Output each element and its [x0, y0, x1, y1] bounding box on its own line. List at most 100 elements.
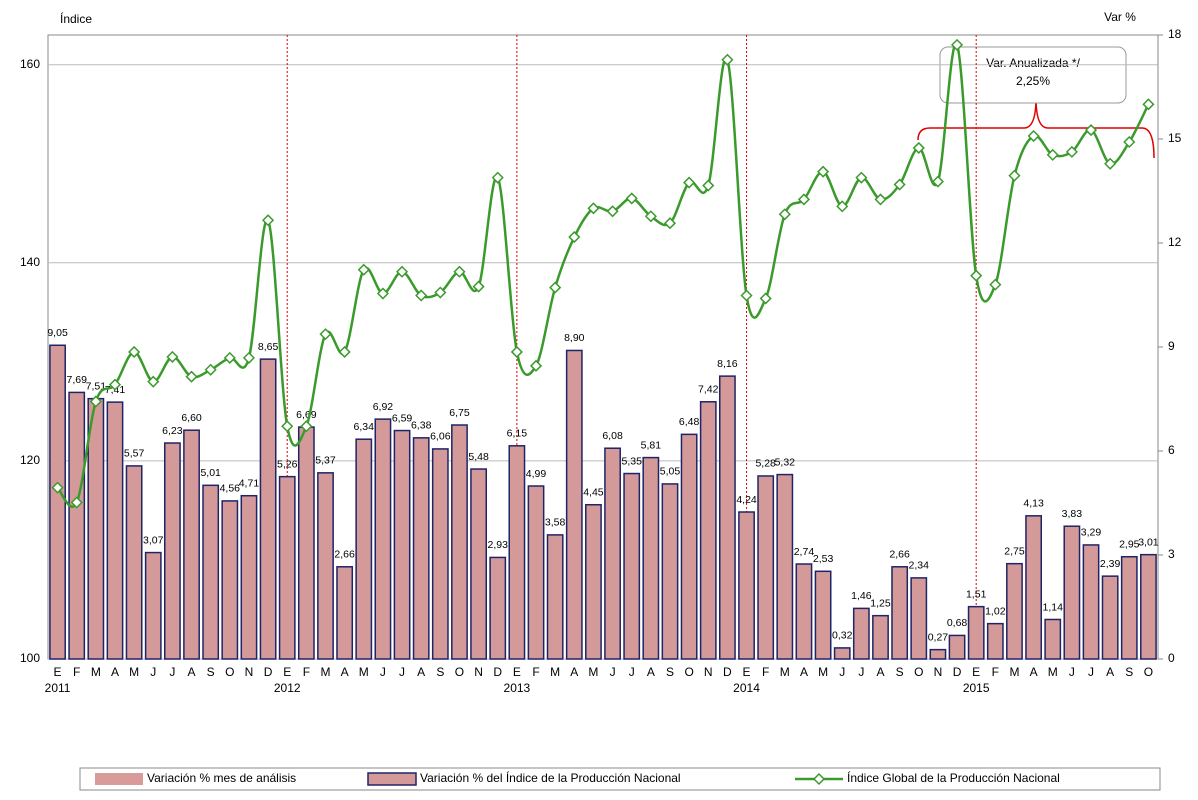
marker	[472, 280, 485, 293]
bar	[565, 349, 583, 660]
data-label: 4,56	[220, 483, 241, 495]
marker	[51, 481, 64, 494]
marker	[376, 287, 389, 300]
bar	[125, 465, 143, 660]
x-tick-label: D	[953, 665, 962, 679]
x-tick-label: S	[896, 665, 904, 679]
data-label: 2,66	[889, 549, 910, 561]
marker	[740, 289, 753, 302]
data-label: 0,32	[832, 630, 853, 642]
bar	[1063, 525, 1081, 660]
bar	[221, 500, 239, 660]
data-label: 9,05	[47, 327, 68, 339]
bar	[49, 344, 66, 660]
bar	[106, 401, 124, 660]
bar	[642, 456, 660, 660]
x-tick-label: M	[1048, 665, 1058, 679]
data-label: 6,75	[449, 407, 470, 419]
marker	[1008, 169, 1021, 182]
x-tick-label: S	[207, 665, 215, 679]
x-tick-label: J	[1069, 665, 1075, 679]
x-tick-label: S	[666, 665, 674, 679]
bar	[604, 447, 621, 660]
bar	[872, 614, 889, 660]
marker	[357, 263, 370, 276]
bar	[833, 647, 851, 660]
data-label: 1,51	[966, 588, 987, 600]
marker	[1027, 129, 1040, 143]
x-tick-label: S	[1125, 665, 1133, 679]
data-label: 6,08	[602, 430, 623, 442]
x-tick-label: M	[550, 665, 560, 679]
x-tick-label: M	[91, 665, 101, 679]
x-tick-label: M	[359, 665, 369, 679]
x-tick-label: F	[73, 665, 80, 679]
bar	[718, 375, 736, 660]
annotation: 2,25%	[1016, 74, 1050, 88]
x-tick-label: D	[723, 665, 732, 679]
marker	[950, 38, 964, 51]
x-tick-label: F	[303, 665, 310, 679]
marker	[89, 395, 102, 408]
bar	[1120, 555, 1138, 660]
marker	[1046, 148, 1059, 161]
data-label: 6,15	[507, 428, 528, 440]
y2-tick-label: 3	[1168, 547, 1175, 561]
marker	[759, 292, 772, 305]
data-label: 7,51	[86, 380, 107, 392]
y2-axis-label: Var %	[1104, 10, 1136, 24]
x-tick-label: E	[54, 665, 62, 679]
x-tick-label: J	[380, 665, 386, 679]
marker	[415, 289, 428, 302]
bar	[585, 503, 602, 660]
bar	[87, 397, 105, 660]
bar	[489, 556, 507, 660]
x-tick-label: J	[150, 665, 156, 679]
bar	[393, 429, 411, 660]
marker	[836, 200, 849, 213]
bar	[1044, 618, 1062, 660]
marker	[989, 278, 1002, 291]
data-label: 5,05	[660, 466, 681, 478]
data-label: 6,34	[354, 421, 375, 433]
x-tick-label: M	[1009, 665, 1019, 679]
line	[56, 42, 1150, 508]
legend-label: Índice Global de la Producción Nacional	[847, 770, 1060, 785]
marker	[434, 286, 447, 299]
x-tick-label: J	[169, 665, 175, 679]
y-tick-label: 140	[20, 255, 40, 269]
marker	[1104, 157, 1117, 170]
data-label: 5,01	[200, 467, 221, 479]
marker	[395, 265, 409, 278]
x-tick-label: E	[513, 665, 521, 679]
x-tick-label: M	[818, 665, 828, 679]
bar	[929, 648, 947, 660]
x-tick-label: O	[684, 665, 693, 679]
marker	[931, 175, 944, 188]
legend-swatch	[95, 773, 143, 785]
marker	[166, 350, 179, 363]
marker	[970, 269, 983, 282]
legend-swatch	[812, 772, 826, 786]
data-label: 6,60	[181, 412, 202, 424]
data-label: 4,45	[583, 487, 604, 499]
bar	[1082, 544, 1100, 660]
marker	[644, 210, 657, 223]
bar	[776, 473, 794, 660]
x-tick-label: O	[455, 665, 464, 679]
x-tick-label: A	[876, 665, 884, 679]
bar	[1006, 562, 1023, 660]
bar	[202, 484, 220, 660]
marker	[893, 178, 906, 191]
y-tick-label: 160	[20, 57, 40, 71]
data-label: 4,71	[239, 478, 260, 490]
marker	[262, 214, 275, 227]
x-tick-label: A	[570, 665, 578, 679]
x-tick-label: A	[1106, 665, 1114, 679]
marker	[529, 359, 543, 372]
bar	[852, 607, 870, 660]
data-label: 6,92	[373, 401, 394, 413]
bar	[795, 563, 813, 660]
bar	[680, 433, 698, 660]
